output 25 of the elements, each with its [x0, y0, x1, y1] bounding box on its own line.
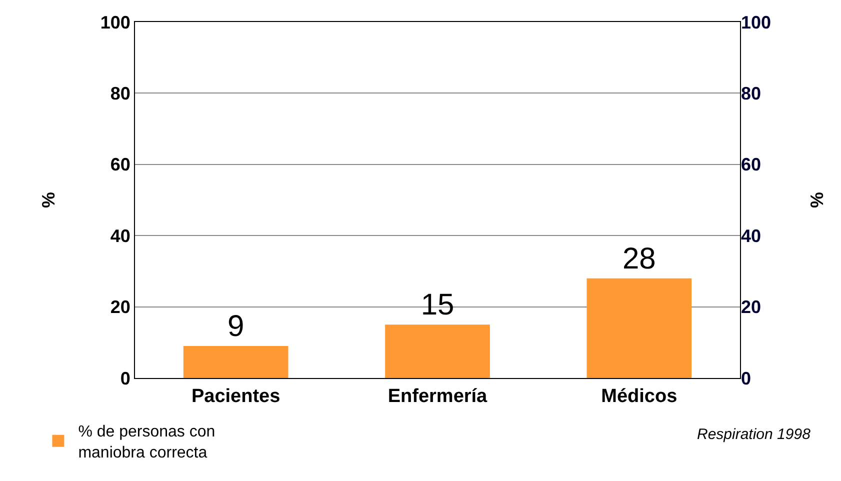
- text: Respiration 1998: [697, 426, 812, 443]
- y2-tick-label: 80: [741, 84, 762, 104]
- y-tick-label: 40: [110, 226, 130, 246]
- data-label: 9: [227, 310, 244, 343]
- y-tick-label: 20: [110, 297, 130, 318]
- y2-axis-title: %: [807, 192, 828, 208]
- y-tick-label: 0: [120, 368, 130, 388]
- data-label: 15: [420, 288, 454, 322]
- y2-tick-label: 0: [741, 368, 752, 388]
- bar: [183, 346, 288, 378]
- y-axis-title: %: [38, 192, 59, 208]
- y-tick-label: 60: [110, 154, 130, 175]
- x-tick-label: Pacientes: [191, 386, 280, 407]
- y2-tick-label: 40: [741, 226, 762, 246]
- y-tick-label: 100: [100, 12, 130, 32]
- legend-label: % de personas con maniobra correcta: [78, 424, 216, 462]
- data-label: 28: [622, 242, 656, 276]
- x-tick-label: Enfermería: [388, 386, 488, 407]
- bar: [586, 278, 692, 378]
- y2-tick-label: 20: [741, 297, 762, 318]
- bar: [385, 324, 490, 378]
- y-tick-label: 80: [110, 84, 130, 104]
- y2-tick-label: 100: [741, 12, 772, 32]
- y2-tick-label: 60: [741, 154, 762, 175]
- x-tick-label: Médicos: [601, 386, 678, 407]
